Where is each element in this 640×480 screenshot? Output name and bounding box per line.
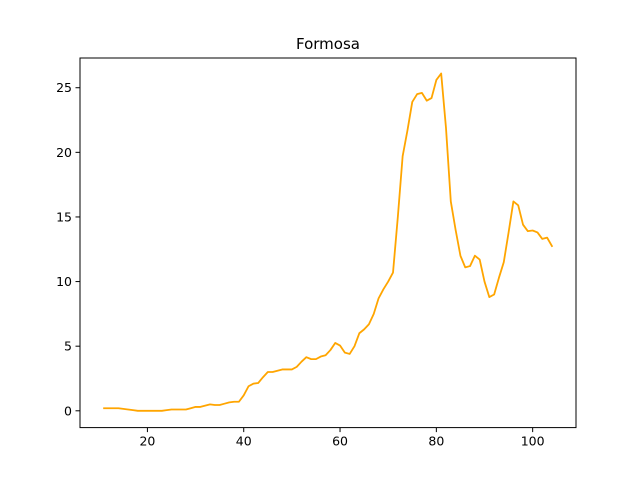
- y-tick-label: 20: [56, 145, 72, 160]
- plot-frame: [79, 57, 577, 429]
- y-tick-label: 5: [64, 339, 72, 354]
- x-tick-label: 80: [428, 434, 444, 449]
- x-tick-label: 20: [139, 434, 155, 449]
- y-tick-label: 15: [56, 209, 72, 224]
- chart-title: Formosa: [296, 35, 360, 53]
- y-tick-label: 25: [56, 80, 72, 95]
- x-tick-label: 60: [332, 434, 348, 449]
- series-line: [103, 72, 554, 412]
- plot-area: 20 40 60 80 100 0 5 10 15 20 25: [56, 72, 554, 449]
- y-tick-label: 10: [56, 274, 72, 289]
- x-tick-label: 100: [521, 434, 545, 449]
- y-tick-label: 0: [64, 403, 72, 418]
- x-tick-label: 40: [236, 434, 252, 449]
